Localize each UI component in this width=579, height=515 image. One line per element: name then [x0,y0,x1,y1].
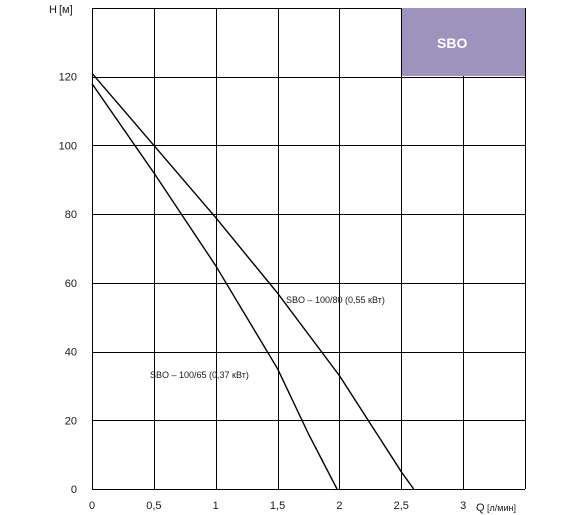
series-label-100-65: SBO – 100/65 (0,37 кВт) [150,370,249,380]
x-tick-label: 2,5 [394,500,409,512]
badge-box [402,8,525,76]
y-tick-label: 100 [59,140,77,152]
x-tick-label: 1,5 [270,500,285,512]
badge-label: SBO [437,35,467,51]
series-line-0 [91,72,415,490]
y-axis-title-prefix: H [49,4,57,16]
series-label-100-80: SBO – 100/80 (0,55 кВт) [286,295,385,305]
x-tick-labels: 0 0,5 1 1,5 2 2,5 3 [89,500,466,512]
y-tick-label: 40 [65,347,77,359]
series-line-1 [91,83,338,490]
x-tick-label: 1 [213,500,219,512]
grid [92,8,526,490]
y-tick-label: 0 [71,484,77,496]
y-tick-label: 120 [59,72,77,84]
x-tick-label: 2 [336,500,342,512]
x-tick-label: 3 [460,500,466,512]
x-tick-label: 0,5 [146,500,161,512]
y-axis-title-unit: [м] [59,4,73,16]
y-tick-label: 20 [65,415,77,427]
x-axis-title-unit: [л/мин] [487,503,516,513]
x-tick-label: 0 [89,500,95,512]
x-axis-title-prefix: Q [476,502,485,514]
y-tick-label: 80 [65,209,77,221]
y-tick-label: 60 [65,278,77,290]
legend-badge: SBO [402,8,525,76]
x-axis-title: Q [л/мин] [476,502,516,514]
y-axis-title: H [м] [49,4,73,16]
curves [91,72,415,490]
y-tick-labels: 0 20 40 60 80 100 120 [59,72,77,496]
